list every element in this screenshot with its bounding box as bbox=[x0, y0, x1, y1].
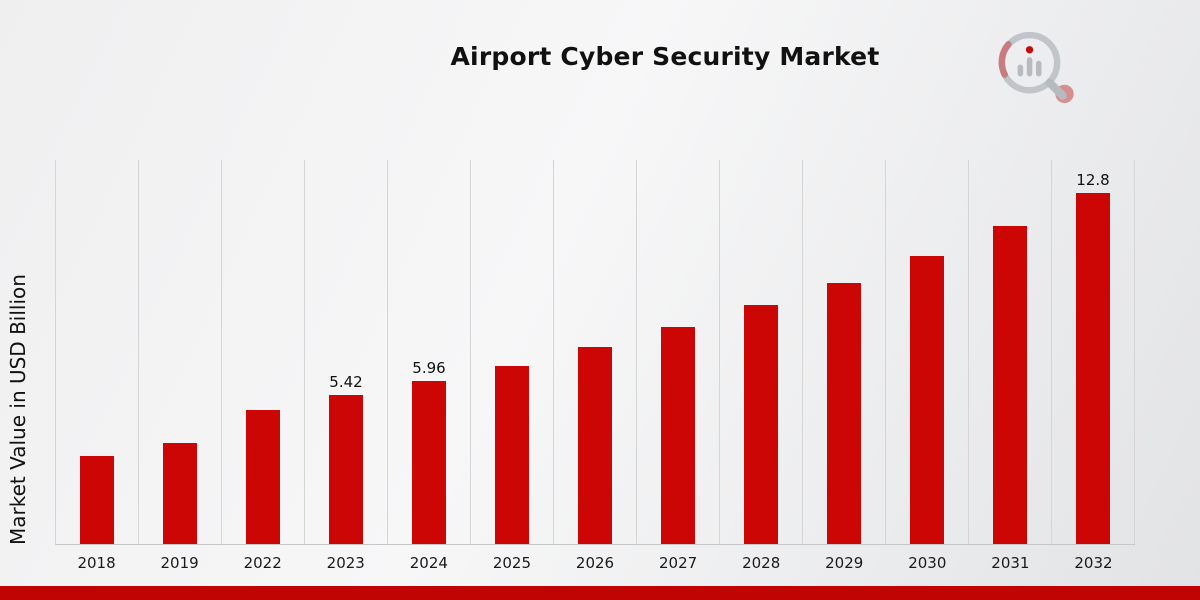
bar-2030 bbox=[910, 256, 944, 544]
footer-accent-bar bbox=[0, 586, 1200, 600]
x-tick-label: 2024 bbox=[409, 554, 448, 572]
bar-2031 bbox=[993, 225, 1027, 544]
chart-column: 5.42 bbox=[305, 160, 388, 544]
bar-2018 bbox=[80, 456, 114, 544]
x-tick-label: 2029 bbox=[825, 554, 864, 572]
x-tick-label: 2025 bbox=[492, 554, 532, 572]
chart-column bbox=[222, 160, 305, 544]
x-tick-label: 2028 bbox=[742, 554, 781, 572]
chart-column bbox=[139, 160, 222, 544]
x-axis: 2018 2019 2022 2023 2024 2025 2026 2027 2028 2029… bbox=[55, 548, 1135, 572]
x-tick-label: 2019 bbox=[160, 554, 199, 572]
bar-value-label: 5.42 bbox=[329, 373, 363, 392]
brand-logo bbox=[984, 24, 1088, 116]
bar-2026 bbox=[578, 346, 612, 544]
plot-area: 5.42 5.96 12.8 bbox=[55, 160, 1135, 545]
chart-column bbox=[471, 160, 554, 544]
x-tick-label: 2032 bbox=[1074, 554, 1113, 572]
bar-2019 bbox=[163, 442, 197, 544]
chart-column bbox=[720, 160, 803, 544]
bar-2025 bbox=[495, 365, 529, 544]
x-tick-label: 2023 bbox=[326, 554, 365, 572]
magnifier-bar-chart-icon bbox=[998, 31, 1074, 104]
chart-column bbox=[554, 160, 637, 544]
x-tick-label: 2022 bbox=[243, 554, 282, 572]
x-tick-label: 2030 bbox=[908, 554, 947, 572]
bar-2027 bbox=[661, 327, 695, 544]
x-tick-label: 2031 bbox=[991, 554, 1030, 572]
bar-2029 bbox=[827, 283, 861, 544]
bar-2028 bbox=[744, 305, 778, 544]
bar-2023: 5.42 bbox=[329, 373, 363, 544]
chart-column bbox=[637, 160, 720, 544]
chart-column bbox=[886, 160, 969, 544]
chart-column: 5.96 bbox=[388, 160, 471, 544]
chart-column bbox=[56, 160, 139, 544]
x-tick-label: 2018 bbox=[77, 554, 116, 572]
chart-column: 12.8 bbox=[1052, 160, 1135, 544]
bar-value-label: 5.96 bbox=[412, 358, 446, 377]
chart-column bbox=[969, 160, 1052, 544]
y-axis-label: Market Value in USD Billion bbox=[6, 274, 30, 545]
bar-2032: 12.8 bbox=[1076, 171, 1110, 544]
chart-title: Airport Cyber Security Market bbox=[450, 42, 880, 71]
bar-value-label: 12.8 bbox=[1076, 170, 1110, 189]
x-tick-label: 2026 bbox=[575, 554, 615, 572]
chart-column bbox=[803, 160, 886, 544]
bar-2022 bbox=[246, 409, 280, 544]
bar-2024: 5.96 bbox=[412, 359, 446, 544]
chart-header: Airport Cyber Security Market bbox=[0, 42, 1200, 71]
x-tick-label: 2027 bbox=[658, 554, 698, 572]
